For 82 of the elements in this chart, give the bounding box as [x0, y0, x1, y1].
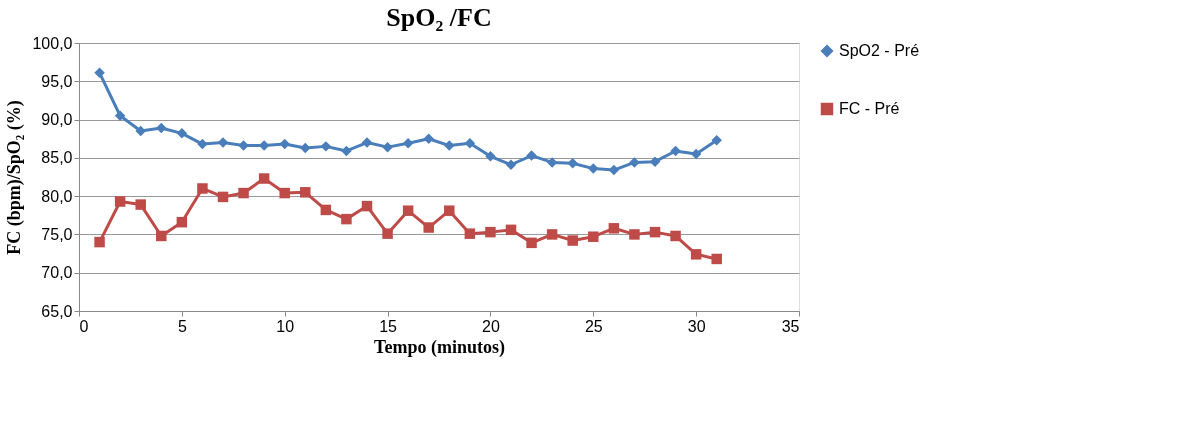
- y-tick-label: 95,0: [41, 72, 73, 90]
- point: [135, 125, 146, 137]
- point: [197, 138, 208, 150]
- y-tick-label: 100,0: [32, 34, 73, 52]
- point: [320, 204, 332, 216]
- point: [608, 223, 620, 234]
- y-tick-label: 65,0: [41, 302, 73, 320]
- point: [526, 237, 537, 249]
- point: [176, 216, 188, 228]
- legend-label: FC - Pré: [839, 100, 900, 117]
- point: [341, 213, 352, 225]
- point: [526, 150, 537, 161]
- point: [176, 128, 188, 139]
- point: [711, 135, 722, 146]
- x-tick-label: 20: [482, 317, 500, 335]
- x-tick-label: 10: [276, 317, 295, 335]
- y-tick-label: 90,0: [41, 111, 73, 129]
- point: [279, 138, 290, 150]
- point: [670, 230, 681, 242]
- point: [505, 224, 517, 236]
- point: [444, 140, 455, 151]
- point: [464, 138, 476, 149]
- point: [567, 235, 578, 246]
- point: [588, 231, 599, 242]
- point: [546, 229, 558, 240]
- x-tick-label: 0: [79, 317, 89, 335]
- point: [361, 137, 373, 148]
- point: [711, 253, 722, 265]
- y-tick-label: 75,0: [41, 225, 73, 243]
- point: [670, 145, 681, 157]
- point: [258, 173, 270, 184]
- y-tick-label: 70,0: [41, 264, 73, 282]
- x-tick-label: 5: [177, 317, 187, 335]
- point: [402, 205, 414, 216]
- point: [629, 157, 640, 168]
- point: [135, 199, 146, 210]
- point: [485, 226, 496, 238]
- point: [94, 236, 105, 248]
- point: [608, 164, 620, 176]
- point: [238, 140, 249, 151]
- point: [629, 229, 640, 240]
- point: [402, 138, 414, 149]
- point: [217, 191, 229, 203]
- point: [485, 151, 496, 162]
- y-tick-label: 80,0: [41, 187, 73, 205]
- x-tick-label: 35: [781, 317, 800, 335]
- point: [444, 205, 455, 216]
- y-tick-label: 85,0: [41, 149, 73, 167]
- x-tick-label: 25: [584, 317, 603, 335]
- point: [690, 249, 702, 260]
- point: [423, 133, 434, 144]
- point: [156, 230, 167, 242]
- point: [423, 222, 434, 233]
- x-axis-title: Tempo (minutos): [374, 336, 505, 358]
- point: [238, 187, 249, 199]
- point: [588, 163, 599, 174]
- x-tick-label: 15: [379, 317, 398, 335]
- point: [114, 110, 126, 121]
- point: [300, 187, 311, 198]
- point: [279, 187, 290, 199]
- x-tick-label: 30: [687, 317, 706, 335]
- point: [361, 200, 373, 212]
- point: [649, 226, 661, 238]
- chart-title: SpO₂ /FC: [386, 3, 492, 32]
- point: [320, 141, 332, 152]
- point: [546, 157, 558, 168]
- point: [464, 228, 476, 239]
- point: [156, 122, 167, 134]
- point: [567, 157, 578, 169]
- point: [197, 183, 208, 194]
- point: [382, 228, 393, 239]
- point: [649, 156, 661, 167]
- point: [114, 196, 126, 207]
- legend-label: SpO2 - Pré: [839, 42, 920, 59]
- point: [217, 137, 229, 148]
- point: [382, 141, 393, 153]
- point: [300, 142, 311, 154]
- point: [341, 145, 352, 157]
- point: [505, 159, 517, 170]
- y-axis-title: FC (bpm)/SpO₂ (%): [4, 100, 26, 255]
- point: [94, 67, 105, 79]
- point: [690, 148, 702, 160]
